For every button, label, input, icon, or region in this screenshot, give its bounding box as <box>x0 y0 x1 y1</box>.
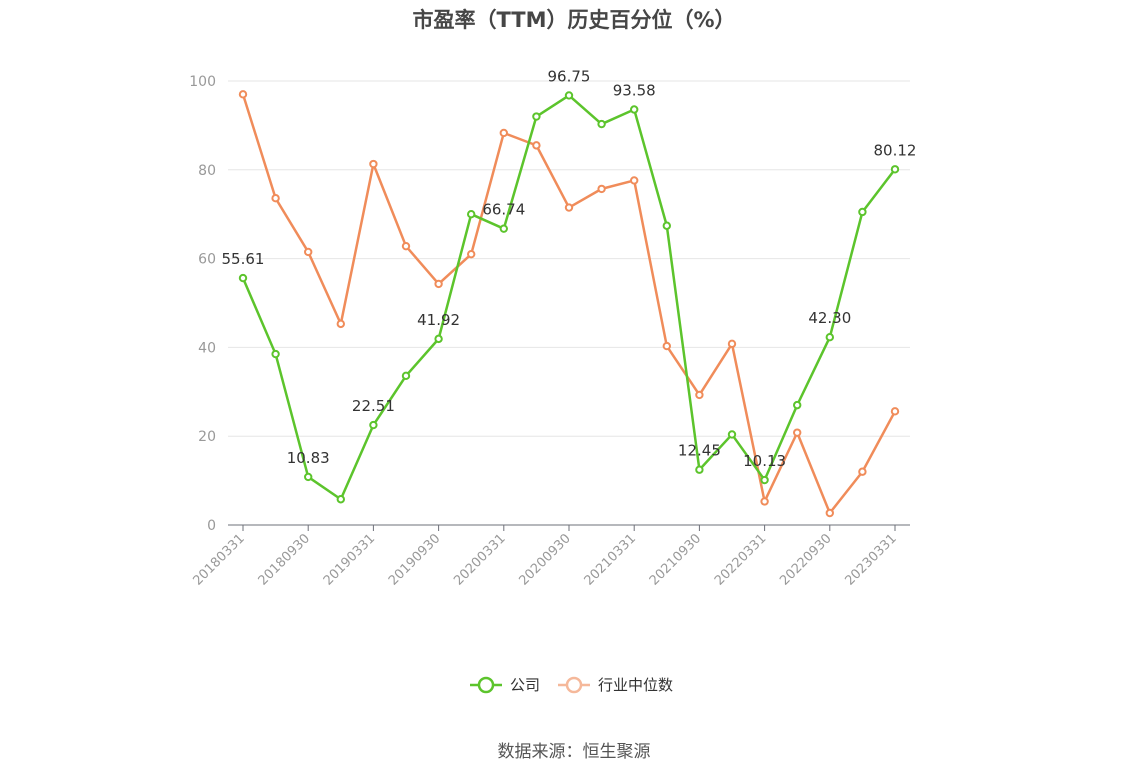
data-point <box>434 279 443 289</box>
data-point <box>564 203 574 212</box>
line-chart: 0 20 40 60 80 100 20180331 20180930 20190331 2019… <box>189 67 917 694</box>
data-label: 80.12 <box>874 141 917 159</box>
x-tick-label: 20230331 <box>842 531 899 588</box>
x-tick-label: 20180331 <box>190 531 247 588</box>
legend-industry-median-marker <box>565 676 583 694</box>
y-tick-label: 0 <box>207 518 216 534</box>
series-line-industry-median <box>241 93 897 515</box>
data-point <box>825 508 834 518</box>
data-point <box>727 339 737 349</box>
data-point <box>727 430 737 439</box>
data-point <box>336 495 345 504</box>
data-point <box>597 184 606 194</box>
data-label: 12.45 <box>678 442 721 460</box>
x-tick-label: 20190930 <box>386 531 443 588</box>
data-point <box>662 221 671 230</box>
data-source: 数据来源：恒生聚源 <box>497 742 651 762</box>
data-point <box>890 165 900 174</box>
data-point <box>401 241 411 251</box>
data-label: 96.75 <box>548 67 591 85</box>
data-point <box>890 407 900 416</box>
x-tick-label: 20210331 <box>582 531 639 588</box>
data-point <box>467 249 476 259</box>
data-label: 93.58 <box>613 82 656 100</box>
y-tick-label: 20 <box>198 429 216 445</box>
series-line-company <box>241 94 896 501</box>
y-tick-label: 40 <box>198 340 216 356</box>
data-point <box>369 420 378 430</box>
data-label: 66.74 <box>482 201 525 219</box>
data-point <box>695 390 704 400</box>
data-point <box>401 371 411 381</box>
data-point <box>858 467 867 476</box>
y-tick-label: 100 <box>189 74 216 90</box>
data-point <box>532 141 541 150</box>
data-point <box>532 112 541 121</box>
data-label: 22.51 <box>352 397 395 415</box>
legend-industry-median-label: 行业中位数 <box>598 676 673 694</box>
data-point <box>597 119 606 129</box>
x-tick-label: 20200331 <box>451 531 508 588</box>
y-tick-label: 60 <box>198 252 216 268</box>
data-point <box>564 91 574 100</box>
data-point <box>238 273 248 283</box>
data-point <box>760 475 769 485</box>
x-tick-label: 20220331 <box>712 531 769 588</box>
data-label: 10.13 <box>743 452 786 470</box>
data-point <box>271 349 280 359</box>
legend-company-label: 公司 <box>510 676 540 694</box>
data-point <box>760 497 769 506</box>
data-point <box>369 159 378 169</box>
data-point <box>499 128 508 138</box>
data-point <box>271 194 280 203</box>
data-label: 10.83 <box>287 449 330 467</box>
data-point <box>695 465 704 474</box>
data-point <box>467 210 476 219</box>
data-point <box>793 400 802 410</box>
x-tick-label: 20190331 <box>321 531 378 588</box>
data-point <box>304 247 313 257</box>
data-label: 42.30 <box>808 309 851 327</box>
legend-company-marker <box>477 676 495 694</box>
data-point <box>793 428 802 437</box>
x-tick-label: 20210930 <box>647 531 704 588</box>
x-tick-label: 20180930 <box>256 531 313 588</box>
chart-title: 市盈率（TTM）历史百分位（%） <box>412 8 736 32</box>
data-point <box>630 176 639 185</box>
data-point <box>858 207 867 217</box>
data-point <box>630 105 639 114</box>
data-point <box>336 319 345 329</box>
x-tick-label: 20220930 <box>777 531 834 588</box>
x-tick-label: 20200930 <box>516 531 573 588</box>
data-point <box>304 472 313 482</box>
data-point <box>499 224 508 233</box>
data-label: 41.92 <box>417 311 460 329</box>
data-point <box>238 90 248 99</box>
data-point <box>434 334 443 344</box>
data-point <box>825 332 834 342</box>
y-tick-label: 80 <box>198 163 216 179</box>
data-label: 55.61 <box>222 250 265 268</box>
data-point <box>662 341 671 351</box>
